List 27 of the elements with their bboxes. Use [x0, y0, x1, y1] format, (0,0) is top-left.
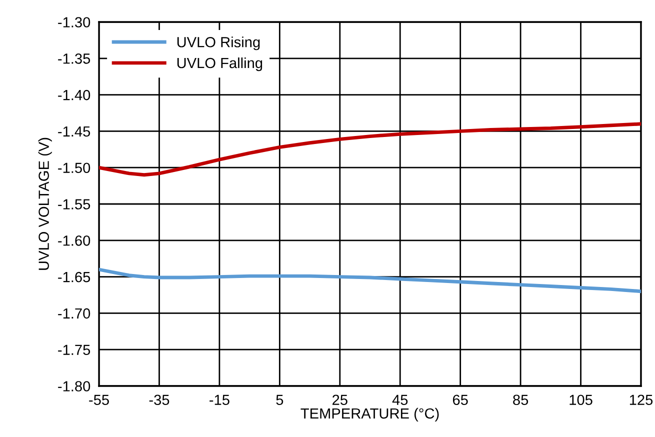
y-tick-label: -1.60: [58, 236, 90, 246]
x-tick-label: -15: [210, 394, 230, 406]
y-tick-label: -1.70: [58, 308, 90, 319]
x-tick-label: -55: [89, 394, 109, 406]
y-tick-label: -1.30: [58, 17, 90, 28]
y-tick-label: -1.40: [58, 90, 90, 100]
y-tick-label: -1.35: [58, 54, 90, 64]
x-tick-label: 45: [392, 394, 408, 406]
x-tick-label: 105: [570, 394, 592, 406]
x-tick-label: 5: [276, 394, 284, 406]
y-tick-label: -1.45: [58, 126, 90, 137]
line-series: [99, 122, 641, 177]
x-tick-label: 25: [332, 394, 348, 406]
y-tick-label: -1.75: [58, 344, 90, 356]
x-tick-label: -35: [149, 394, 170, 406]
x-tick-label: 65: [452, 394, 468, 406]
x-tick-label: 125: [630, 394, 653, 406]
x-tick-label: 85: [513, 394, 528, 406]
line-series: [99, 268, 641, 294]
y-tick-label: -1.80: [58, 381, 90, 392]
y-axis-title: UVLO VOLTAGE (V): [38, 138, 52, 270]
y-tick-label: -1.65: [58, 272, 90, 282]
y-tick-label: -1.50: [58, 162, 90, 174]
x-axis-title: TEMPERATURE (°C): [300, 408, 439, 422]
legend-label: UVLO Falling: [177, 57, 262, 72]
legend-label: UVLO Rising: [177, 36, 260, 50]
y-tick-label: -1.55: [58, 199, 90, 210]
